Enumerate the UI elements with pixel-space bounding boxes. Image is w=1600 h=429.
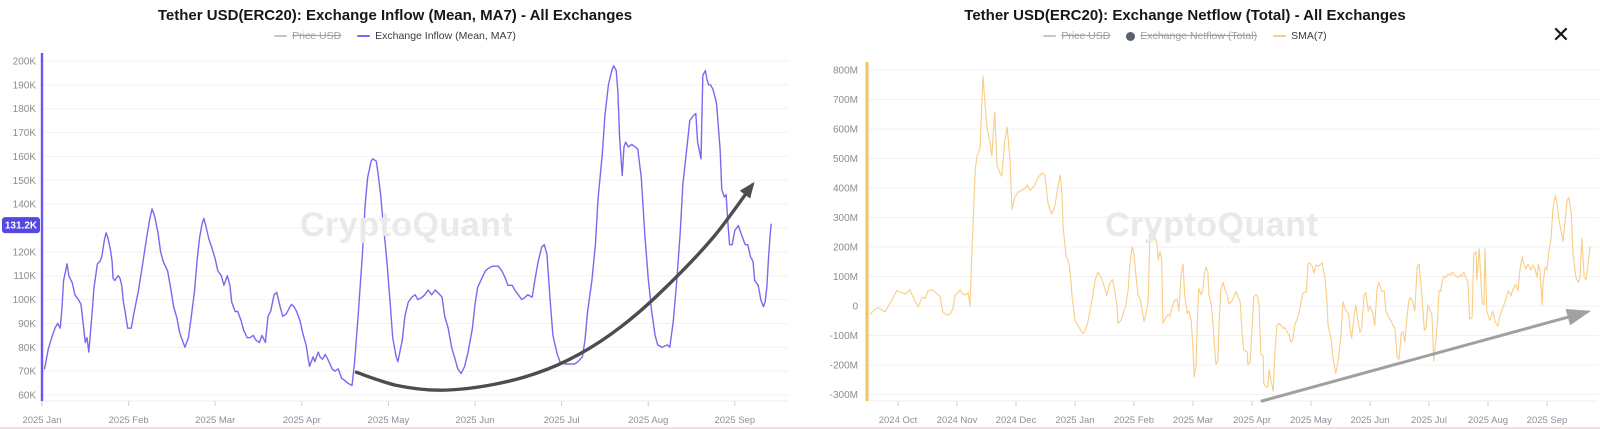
trend-arrow [354, 181, 755, 392]
x-axis-label: 2025 Feb [1114, 415, 1154, 426]
y-axis-label: -100M [830, 331, 858, 342]
legend-item[interactable]: Price USD [274, 30, 341, 42]
y-axis-label: 160K [13, 152, 37, 163]
legend-dash-marker-icon [1043, 35, 1057, 37]
y-axis-label: 70K [18, 367, 36, 378]
chart-exchange-inflow-plot: 200K 190K 180K 170K 160K 150K 140K 120K 110K 100K… [2, 53, 788, 426]
series-line [869, 75, 1591, 392]
y-axis-label: 100K [13, 295, 37, 306]
y-axis-label: -200M [830, 361, 858, 372]
y-axis-label: 190K [13, 80, 37, 91]
legend-dash-marker-icon [274, 35, 288, 37]
legend-label: Price USD [292, 30, 342, 42]
y-axis-badge-label: 131.2K [5, 221, 38, 232]
legend-circle-marker-icon [1126, 31, 1136, 41]
x-axis-label: 2024 Oct [879, 415, 918, 426]
legend-item[interactable]: Exchange Netflow (Total) [1126, 30, 1257, 42]
y-axis-label: 500M [833, 154, 858, 165]
legend-label: SMA(7) [1291, 30, 1327, 42]
chart-legend-netflow: Price USD Exchange Netflow (Total) SMA(7) [800, 30, 1570, 42]
legend-label: Exchange Netflow (Total) [1140, 30, 1258, 42]
y-axis-value-badge [2, 217, 40, 234]
y-axis-label: 180K [13, 104, 37, 115]
x-axis-label: 2025 Sep [714, 415, 755, 426]
legend-item[interactable]: SMA(7) [1273, 30, 1327, 42]
y-axis-label: 0 [852, 302, 858, 313]
bottom-divider [0, 427, 1600, 429]
chart-title-netflow: Tether USD(ERC20): Exchange Netflow (Tot… [964, 7, 1406, 24]
legend-dash-marker-icon [357, 35, 371, 37]
x-axis-label: 2025 Jan [1055, 415, 1094, 426]
x-axis-label: 2025 Jun [455, 415, 494, 426]
x-axis-label: 2025 Feb [109, 415, 149, 426]
x-axis-label: 2025 Jul [1411, 415, 1447, 426]
y-axis-label: 700M [833, 95, 858, 106]
legend-item[interactable]: Exchange Inflow (Mean, MA7) [357, 30, 516, 42]
x-axis-label: 2025 Apr [1233, 415, 1271, 426]
x-axis-label: 2025 Apr [283, 415, 321, 426]
trend-arrow [1260, 308, 1591, 403]
y-axis-label: 200M [833, 243, 858, 254]
y-axis-label: 120K [13, 247, 37, 258]
x-axis-label: 2025 Aug [1468, 415, 1508, 426]
y-axis-label: 400M [833, 184, 858, 195]
x-axis-label: 2025 May [368, 415, 410, 426]
y-axis-label: 90K [18, 319, 36, 330]
x-axis-label: 2024 Nov [937, 415, 978, 426]
chart-legend-inflow: Price USD Exchange Inflow (Mean, MA7) [0, 30, 790, 42]
y-axis-label: 600M [833, 125, 858, 136]
y-axis-label: 800M [833, 66, 858, 77]
x-axis-label: 2025 Mar [1173, 415, 1213, 426]
y-axis-label: 150K [13, 176, 37, 187]
series-line [43, 65, 772, 387]
x-axis-label: 2025 Mar [195, 415, 235, 426]
chart-title-inflow: Tether USD(ERC20): Exchange Inflow (Mean… [157, 7, 633, 24]
y-axis-label: 60K [18, 391, 36, 402]
x-axis-label: 2025 Jan [22, 415, 61, 426]
x-axis-label: 2025 Aug [628, 415, 668, 426]
chart-exchange-netflow-plot: 800M 700M 600M 500M 400M 300M 200M 100M 0 -100M -2… [830, 62, 1598, 426]
legend-dash-marker-icon [1273, 35, 1287, 37]
y-axis-label: 80K [18, 343, 36, 354]
y-axis-label: 100M [833, 272, 858, 283]
y-axis-label: 200K [13, 57, 37, 68]
close-icon[interactable]: ✕ [1551, 22, 1571, 47]
x-axis-label: 2025 Jun [1350, 415, 1389, 426]
x-axis-label: 2025 Jul [544, 415, 580, 426]
legend-label: Exchange Inflow (Mean, MA7) [375, 30, 516, 42]
y-axis-label: 170K [13, 128, 37, 139]
y-axis-label: 110K [13, 271, 36, 282]
legend-label: Price USD [1061, 30, 1111, 42]
y-axis-label: 300M [833, 213, 858, 224]
legend-item[interactable]: Price USD [1043, 30, 1110, 42]
x-axis-label: 2025 Sep [1527, 415, 1568, 426]
x-axis-label: 2025 May [1290, 415, 1332, 426]
y-axis-label: 140K [13, 200, 37, 211]
y-axis-label: -300M [830, 390, 858, 401]
x-axis-label: 2024 Dec [996, 415, 1037, 426]
